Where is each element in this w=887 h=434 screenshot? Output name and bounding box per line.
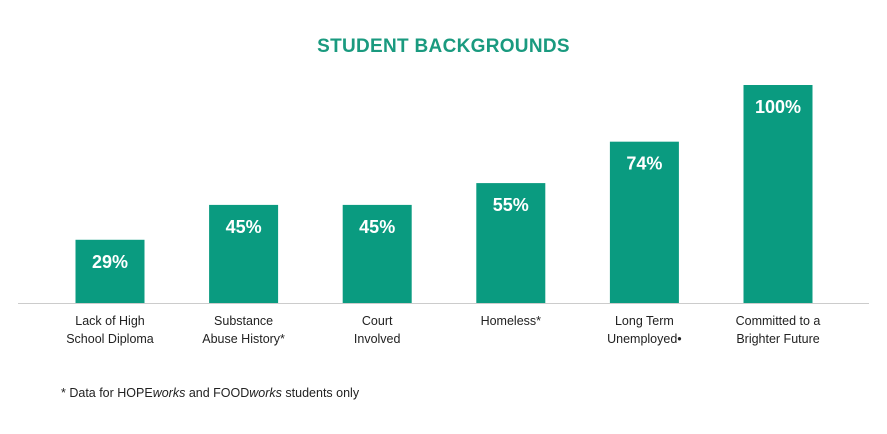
bar-value-label-2: 45% [226, 217, 262, 237]
footnote-middle: and FOOD [185, 386, 250, 400]
category-label-5-line-2: Unemployed• [607, 332, 682, 346]
category-label-2-line-1: Substance [214, 314, 273, 328]
category-label-2-line-2: Abuse History* [202, 332, 285, 346]
bar-value-label-3: 45% [359, 217, 395, 237]
category-label-6-line-2: Brighter Future [736, 332, 819, 346]
category-label-3-line-1: Court [362, 314, 393, 328]
bar-5 [609, 141, 679, 303]
category-label-3-line-2: Involved [354, 332, 401, 346]
bar-value-label-1: 29% [92, 252, 128, 272]
footnote-prefix: * Data for HOPE [61, 386, 153, 400]
footnote-suffix: students only [281, 386, 360, 400]
category-label-4-line-1: Homeless* [481, 314, 542, 328]
category-labels-layer: Lack of High School Diploma Substance Abuse… [66, 314, 820, 346]
footnote: * Data for HOPEworks and FOODworks stude… [61, 386, 359, 400]
bar-value-label-5: 74% [626, 154, 662, 174]
chart-title: STUDENT BACKGROUNDS [317, 36, 570, 57]
bars-layer: 29% 45% 45% 55% 74% 100% [75, 85, 813, 303]
bar-3 [342, 204, 412, 303]
category-label-1-line-2: School Diploma [66, 332, 154, 346]
footnote-food-italic: works [249, 386, 282, 400]
footnote-hope-italic: works [152, 386, 186, 400]
category-label-6-line-1: Committed to a [736, 314, 821, 328]
category-label-5-line-1: Long Term [615, 314, 674, 328]
bar-6 [743, 85, 813, 303]
bar-value-label-4: 55% [493, 195, 529, 215]
bar-value-label-6: 100% [755, 97, 801, 117]
bar-2 [209, 204, 279, 303]
category-label-1-line-1: Lack of High [75, 314, 145, 328]
bar-4 [476, 183, 546, 303]
bar-1 [75, 239, 145, 303]
